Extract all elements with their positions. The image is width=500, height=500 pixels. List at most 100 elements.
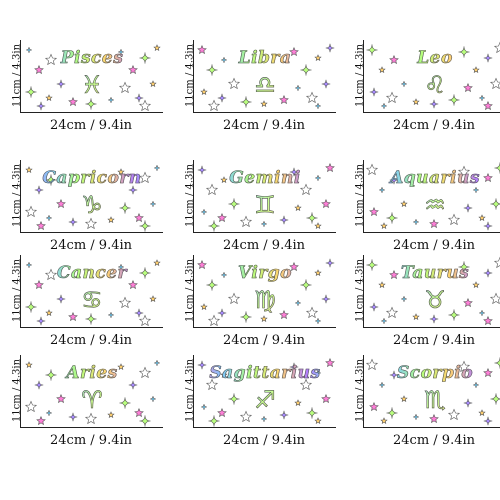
decal-frame: Sagittarius ♐ <box>193 355 336 428</box>
star-icon <box>400 395 408 402</box>
zodiac-tile-aquarius: Aquarius ♒ 11cm / 4.3in 24cm / 9.4in <box>355 160 500 260</box>
star-icon <box>289 46 299 57</box>
zodiac-sign-name: Libra <box>194 48 336 69</box>
star-icon <box>289 261 299 272</box>
star-icon <box>239 410 253 423</box>
star-icon <box>429 218 439 229</box>
star-icon <box>279 410 289 420</box>
zodiac-sign-name: Scorpio <box>364 363 500 384</box>
star-icon <box>107 311 115 319</box>
star-icon <box>494 162 500 174</box>
star-icon <box>138 314 152 327</box>
star-decorations <box>197 43 335 112</box>
star-icon <box>494 357 500 369</box>
zodiac-sign-name: Sagittarius <box>194 363 336 384</box>
star-icon <box>289 362 299 372</box>
star-icon <box>478 94 486 102</box>
width-dimension-label: 24cm / 9.4in <box>223 238 305 253</box>
star-icon <box>314 369 322 377</box>
height-dimension-label: 11cm / 4.3in <box>11 258 23 323</box>
star-icon <box>378 281 386 288</box>
star-icon <box>240 96 252 108</box>
width-dimension-label: 24cm / 9.4in <box>393 238 475 253</box>
star-icon <box>68 96 78 107</box>
star-icon <box>208 415 220 427</box>
star-icon <box>314 174 322 182</box>
star-icon <box>378 381 386 389</box>
star-icon <box>472 66 480 73</box>
star-icon <box>478 214 486 221</box>
star-icon <box>378 66 386 73</box>
star-icon <box>389 370 399 380</box>
star-icon <box>380 102 388 110</box>
star-icon <box>84 217 98 230</box>
zodiac-tile-capricorn: Capricorn ♑ 11cm / 4.3in 24cm / 9.4in <box>12 160 163 260</box>
height-dimension-label: 11cm / 4.3in <box>11 163 23 228</box>
height-dimension-label: 11cm / 4.3in <box>184 163 196 228</box>
star-icon <box>493 256 500 269</box>
star-icon <box>447 408 461 421</box>
star-icon <box>385 91 399 104</box>
star-icon <box>34 279 44 290</box>
height-dimension-label: 11cm / 4.3in <box>354 163 366 228</box>
width-dimension-label: 24cm / 9.4in <box>50 433 132 448</box>
star-icon <box>68 412 78 422</box>
star-icon <box>149 295 157 302</box>
star-icon <box>25 361 33 369</box>
zodiac-tile-leo: Leo ♌ 11cm / 4.3in 24cm / 9.4in <box>355 40 500 140</box>
star-icon <box>56 198 66 209</box>
star-icon <box>85 98 97 110</box>
star-icon <box>483 100 493 111</box>
virgo-icon: ♍ <box>194 287 336 314</box>
star-icon <box>314 102 322 110</box>
height-dimension-label: 11cm / 4.3in <box>184 358 196 423</box>
width-dimension-label: 24cm / 9.4in <box>223 333 305 348</box>
star-icon <box>260 315 268 323</box>
star-icon <box>200 303 208 310</box>
zodiac-sign-name: Pisces <box>21 48 163 69</box>
star-icon <box>24 205 38 218</box>
star-icon <box>314 222 322 230</box>
aquarius-icon: ♒ <box>364 192 500 219</box>
leo-icon: ♌ <box>364 72 500 99</box>
star-icon <box>294 299 302 307</box>
star-icon <box>45 94 53 101</box>
star-icon <box>299 183 313 196</box>
zodiac-sign-name: Aquarius <box>364 168 500 189</box>
star-icon <box>217 212 227 223</box>
star-icon <box>239 215 253 228</box>
star-icon <box>118 81 132 94</box>
star-icon <box>220 371 228 378</box>
star-icon <box>25 86 37 98</box>
star-icon <box>478 309 486 317</box>
star-icon <box>294 399 302 406</box>
star-icon <box>149 200 157 208</box>
zodiac-tile-gemini: Gemini ♊ 11cm / 4.3in 24cm / 9.4in <box>185 160 336 260</box>
taurus-icon: ♉ <box>364 287 500 314</box>
star-icon <box>25 46 33 54</box>
star-icon <box>217 407 227 418</box>
star-icon <box>206 64 218 76</box>
star-icon <box>478 409 486 416</box>
star-icon <box>369 302 379 312</box>
star-icon <box>153 259 161 267</box>
star-icon <box>305 91 319 104</box>
star-icon <box>36 316 46 326</box>
width-dimension-label: 24cm / 9.4in <box>393 118 475 133</box>
decal-frame: Aquarius ♒ <box>363 160 500 233</box>
height-dimension-label: 11cm / 4.3in <box>354 43 366 108</box>
star-icon <box>45 214 53 222</box>
decal-frame: Cancer ♋ <box>20 255 163 328</box>
star-icon <box>139 415 151 427</box>
star-icon <box>153 164 161 172</box>
star-icon <box>107 411 115 418</box>
star-icon <box>134 212 144 223</box>
star-icon <box>483 172 493 183</box>
star-icon <box>134 308 144 318</box>
star-decorations <box>365 162 500 231</box>
star-icon <box>325 258 335 268</box>
star-icon <box>149 80 157 87</box>
star-decorations <box>25 259 161 327</box>
height-dimension-label: 11cm / 4.3in <box>184 43 196 108</box>
star-decorations <box>366 41 500 111</box>
